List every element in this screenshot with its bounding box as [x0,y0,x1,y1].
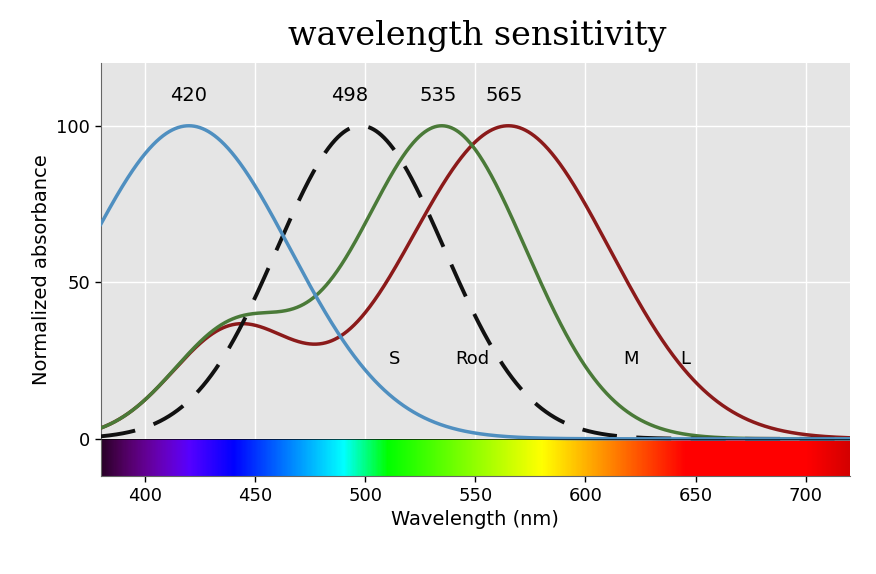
Text: 420: 420 [170,86,208,104]
Text: S: S [389,350,400,368]
Text: M: M [623,350,639,368]
Text: Rod: Rod [456,350,490,368]
Text: L: L [680,350,690,368]
Text: 535: 535 [419,86,456,104]
Text: 565: 565 [485,86,523,104]
Text: 498: 498 [331,86,368,104]
Y-axis label: Normalized absorbance: Normalized absorbance [32,154,51,385]
X-axis label: Wavelength (nm): Wavelength (nm) [392,510,559,529]
Text: wavelength sensitivity: wavelength sensitivity [288,20,667,52]
